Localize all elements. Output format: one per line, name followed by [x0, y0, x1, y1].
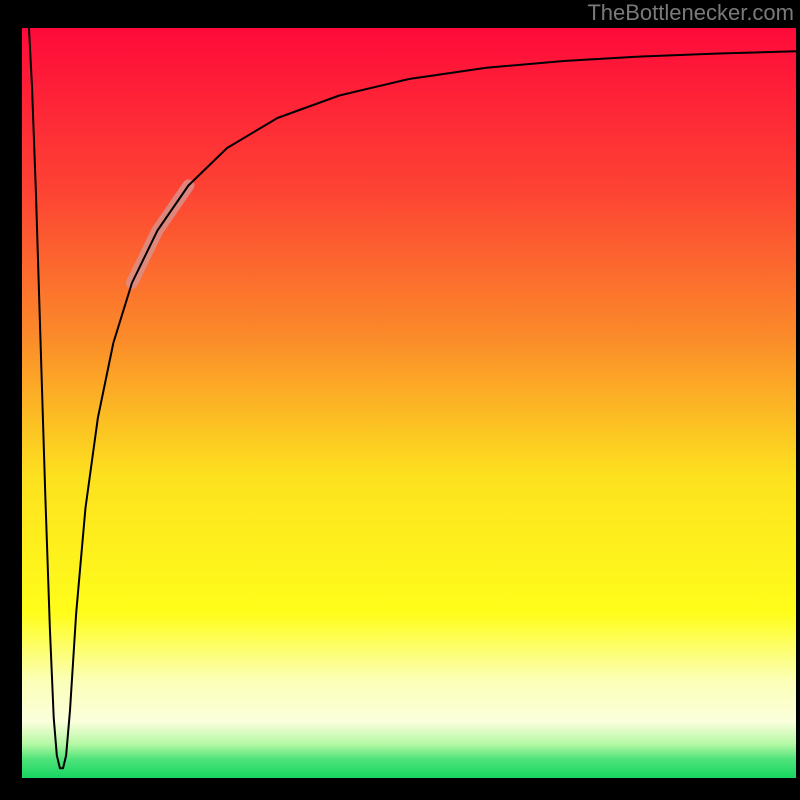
watermark-text: TheBottlenecker.com: [587, 0, 794, 26]
root: TheBottlenecker.com: [0, 0, 800, 800]
chart-svg: [22, 28, 796, 778]
chart-background: [22, 28, 796, 778]
chart-plot-area: [22, 28, 796, 778]
